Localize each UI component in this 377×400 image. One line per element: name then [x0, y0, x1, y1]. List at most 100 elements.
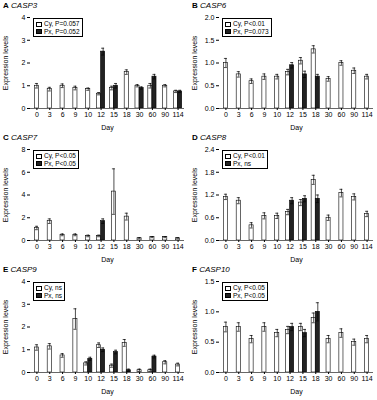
svg-text:15: 15 — [299, 243, 307, 250]
svg-text:1: 1 — [22, 82, 26, 89]
svg-text:10: 10 — [273, 375, 281, 382]
svg-text:18: 18 — [123, 111, 131, 118]
svg-text:1.5: 1.5 — [205, 278, 215, 285]
svg-text:3: 3 — [48, 111, 52, 118]
svg-text:90: 90 — [161, 375, 169, 382]
svg-text:18: 18 — [123, 375, 131, 382]
svg-text:30: 30 — [136, 375, 144, 382]
svg-text:9: 9 — [262, 243, 266, 250]
svg-text:18: 18 — [312, 375, 320, 382]
svg-text:15: 15 — [299, 375, 307, 382]
svg-text:9: 9 — [262, 111, 266, 118]
svg-text:12: 12 — [286, 111, 294, 118]
svg-text:6: 6 — [61, 243, 65, 250]
svg-text:12: 12 — [97, 243, 105, 250]
svg-text:10: 10 — [84, 243, 92, 250]
svg-text:3: 3 — [237, 111, 241, 118]
svg-text:10: 10 — [273, 111, 281, 118]
svg-text:0.6: 0.6 — [205, 214, 215, 221]
svg-text:15: 15 — [110, 111, 118, 118]
svg-text:0: 0 — [35, 375, 39, 382]
svg-text:3: 3 — [48, 243, 52, 250]
svg-text:0: 0 — [224, 243, 228, 250]
svg-text:Expression levels: Expression levels — [191, 299, 199, 354]
svg-text:114: 114 — [172, 111, 183, 118]
svg-text:9: 9 — [73, 111, 77, 118]
svg-text:60: 60 — [338, 375, 346, 382]
svg-text:60: 60 — [149, 111, 157, 118]
svg-text:6: 6 — [61, 375, 65, 382]
svg-text:0.5: 0.5 — [205, 82, 215, 89]
svg-text:4: 4 — [22, 14, 26, 21]
svg-text:114: 114 — [361, 243, 372, 250]
svg-text:114: 114 — [361, 375, 372, 382]
svg-text:1.0: 1.0 — [205, 308, 215, 315]
svg-text:0: 0 — [224, 375, 228, 382]
svg-text:15: 15 — [110, 375, 118, 382]
svg-text:18: 18 — [312, 243, 320, 250]
svg-text:12: 12 — [97, 111, 105, 118]
svg-text:Expression levels: Expression levels — [191, 35, 199, 90]
svg-text:90: 90 — [161, 243, 169, 250]
svg-text:0: 0 — [22, 237, 26, 244]
svg-text:Day: Day — [290, 124, 303, 132]
svg-text:1: 1 — [22, 346, 26, 353]
svg-text:15: 15 — [110, 243, 118, 250]
svg-text:6: 6 — [250, 375, 254, 382]
svg-text:0: 0 — [35, 243, 39, 250]
svg-text:3: 3 — [22, 36, 26, 43]
svg-text:114: 114 — [172, 243, 183, 250]
svg-text:15: 15 — [299, 111, 307, 118]
svg-text:Day: Day — [290, 256, 303, 264]
svg-text:9: 9 — [262, 375, 266, 382]
svg-text:60: 60 — [149, 243, 157, 250]
svg-text:3: 3 — [237, 243, 241, 250]
svg-text:30: 30 — [136, 111, 144, 118]
svg-text:90: 90 — [350, 243, 358, 250]
svg-text:18: 18 — [312, 111, 320, 118]
svg-text:Expression levels: Expression levels — [2, 35, 10, 90]
svg-text:Day: Day — [101, 388, 114, 396]
svg-text:Expression levels: Expression levels — [2, 299, 10, 354]
svg-text:0.0: 0.0 — [205, 369, 215, 376]
svg-text:0.0: 0.0 — [205, 105, 215, 112]
svg-text:2.0: 2.0 — [205, 14, 215, 21]
svg-text:Day: Day — [290, 388, 303, 396]
svg-text:30: 30 — [325, 243, 333, 250]
svg-text:12: 12 — [286, 243, 294, 250]
svg-text:3: 3 — [22, 300, 26, 307]
svg-text:30: 30 — [325, 375, 333, 382]
svg-text:12: 12 — [286, 375, 294, 382]
svg-text:6: 6 — [250, 111, 254, 118]
svg-text:10: 10 — [84, 375, 92, 382]
svg-text:0.0: 0.0 — [205, 237, 215, 244]
svg-text:60: 60 — [149, 375, 157, 382]
svg-text:1.8: 1.8 — [205, 168, 215, 175]
svg-text:6: 6 — [250, 243, 254, 250]
svg-text:2.4: 2.4 — [205, 146, 215, 153]
svg-text:114: 114 — [172, 375, 183, 382]
svg-text:6: 6 — [61, 111, 65, 118]
svg-text:6: 6 — [22, 168, 26, 175]
svg-text:3: 3 — [237, 375, 241, 382]
svg-text:2: 2 — [22, 59, 26, 66]
svg-text:12: 12 — [97, 375, 105, 382]
svg-text:1.2: 1.2 — [205, 191, 215, 198]
svg-text:0: 0 — [22, 369, 26, 376]
svg-text:0: 0 — [35, 111, 39, 118]
svg-text:Expression levels: Expression levels — [191, 167, 199, 222]
svg-text:9: 9 — [73, 375, 77, 382]
svg-text:60: 60 — [338, 243, 346, 250]
svg-text:9: 9 — [73, 243, 77, 250]
svg-text:1.0: 1.0 — [205, 59, 215, 66]
svg-text:10: 10 — [84, 111, 92, 118]
svg-text:90: 90 — [350, 375, 358, 382]
svg-text:0.5: 0.5 — [205, 338, 215, 345]
svg-text:30: 30 — [136, 243, 144, 250]
svg-text:30: 30 — [325, 111, 333, 118]
svg-text:18: 18 — [123, 243, 131, 250]
svg-text:2: 2 — [22, 214, 26, 221]
svg-text:4: 4 — [22, 191, 26, 198]
svg-text:90: 90 — [161, 111, 169, 118]
svg-text:Expression levels: Expression levels — [2, 167, 10, 222]
